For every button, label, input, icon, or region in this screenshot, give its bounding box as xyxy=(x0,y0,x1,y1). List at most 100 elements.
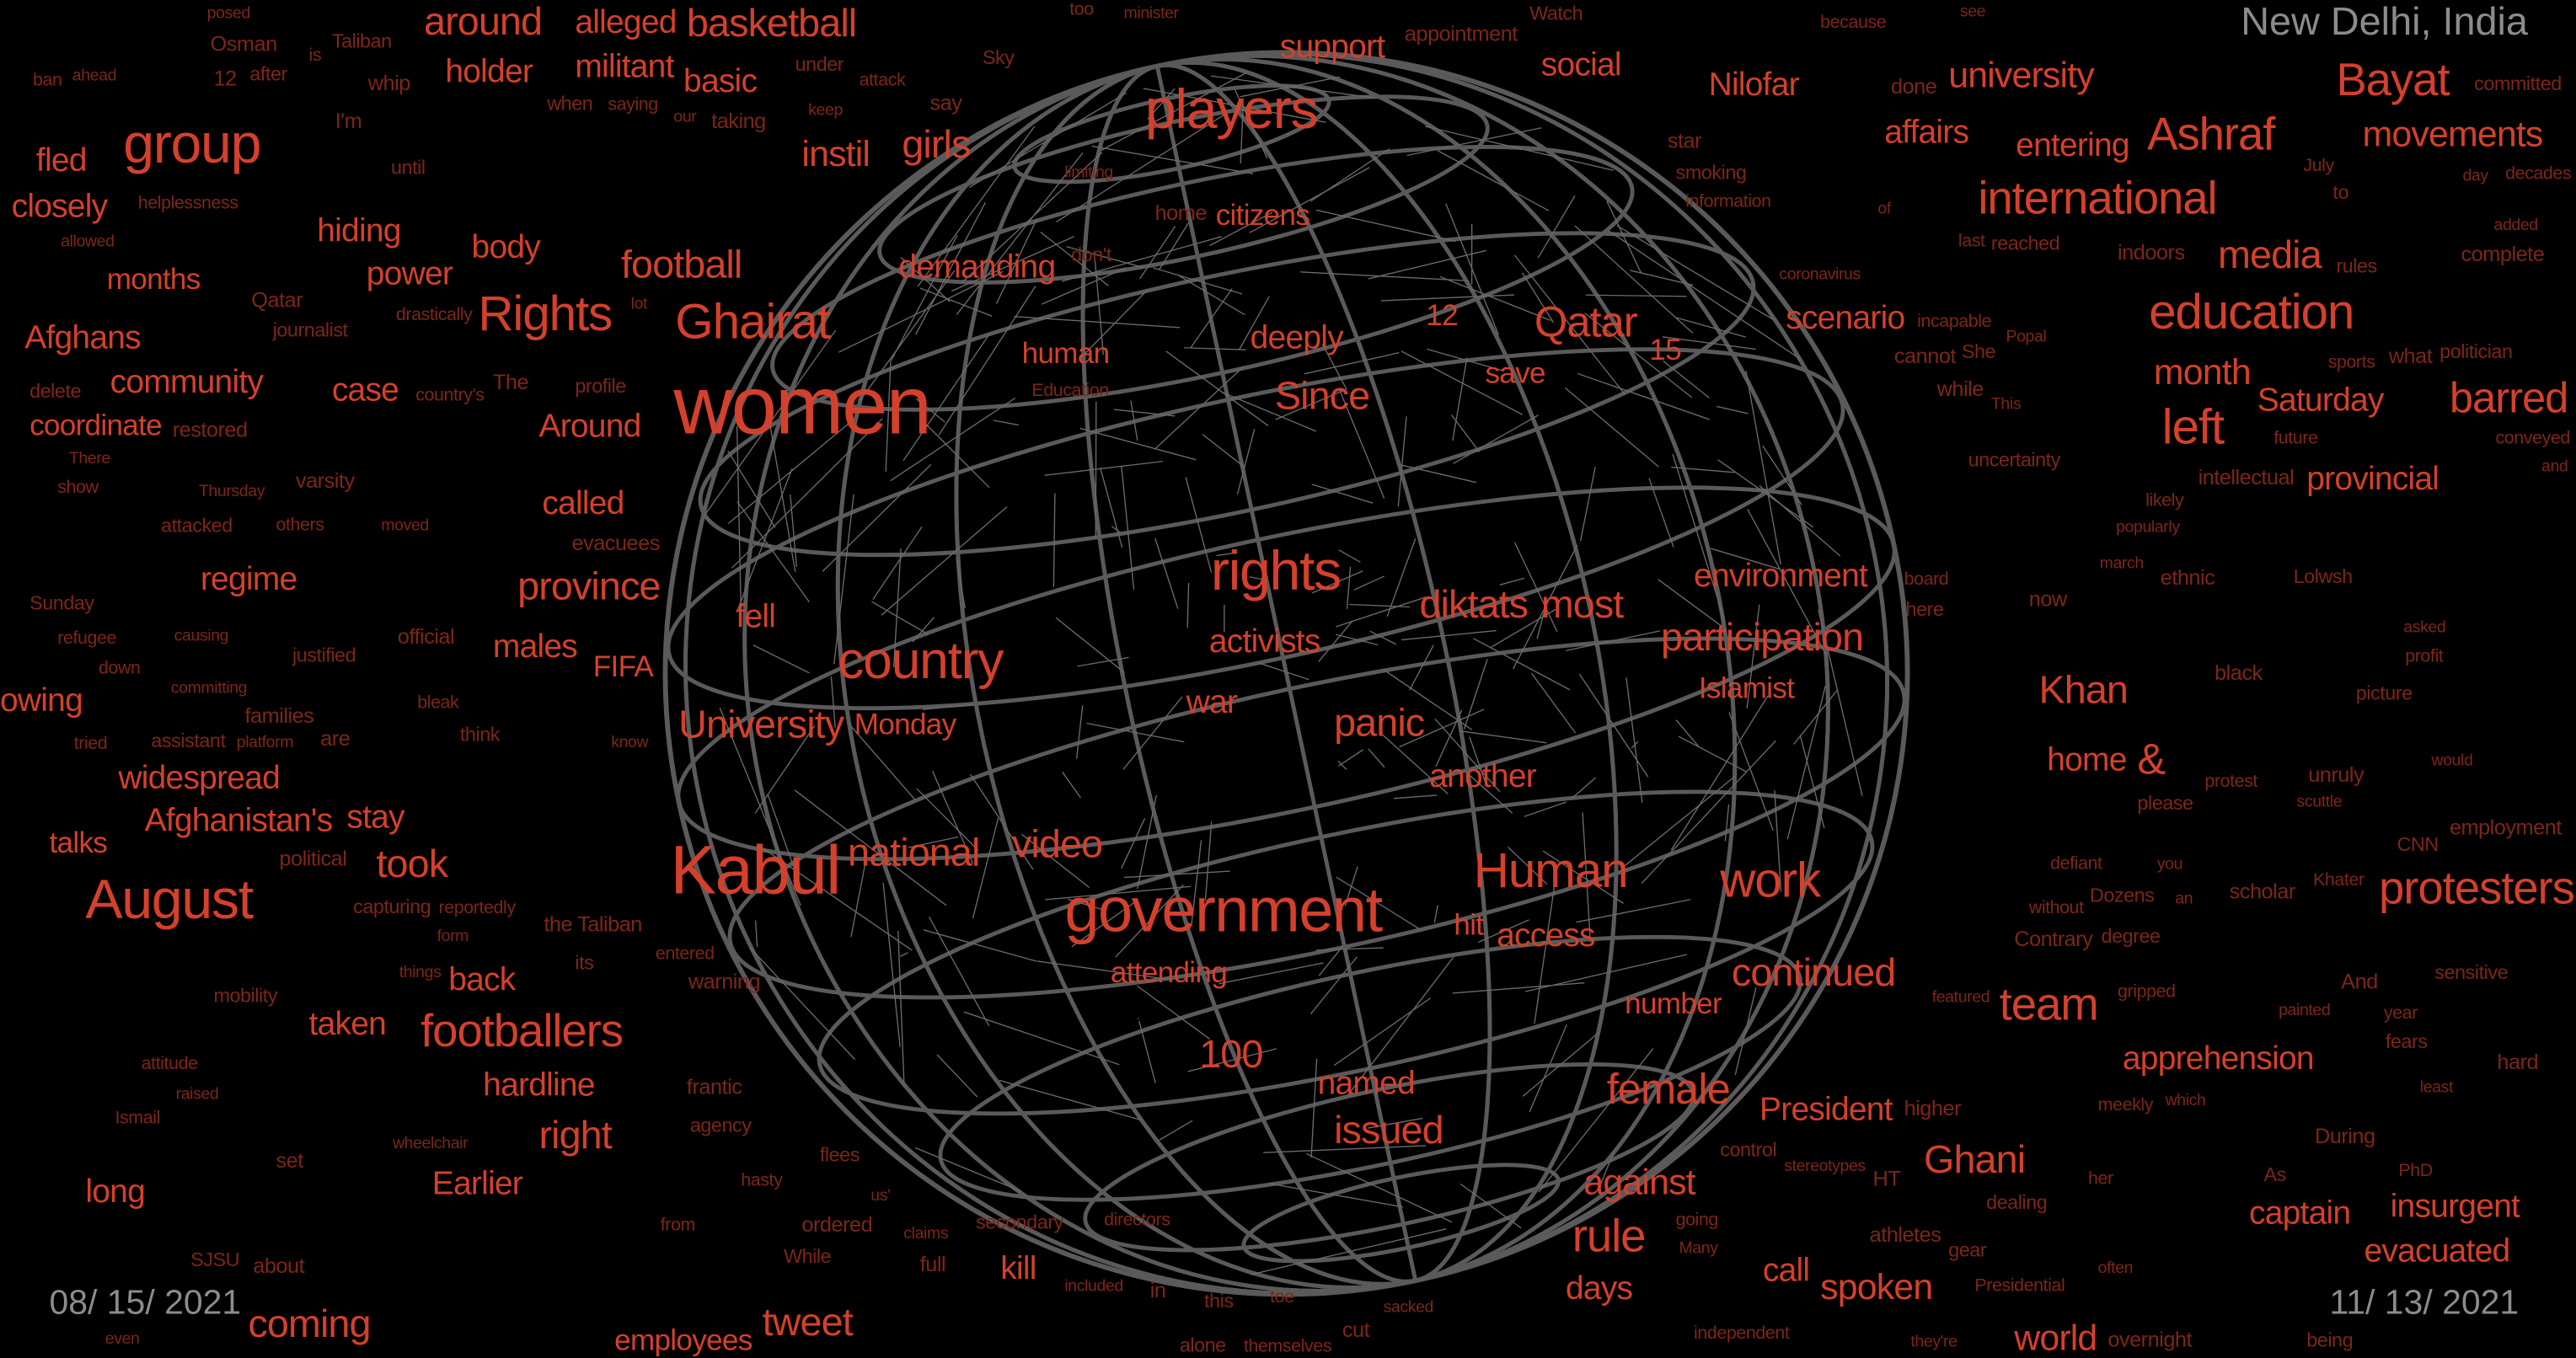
word: Khater xyxy=(2313,870,2364,890)
globe-mesh-line xyxy=(892,548,902,667)
word: & xyxy=(2137,734,2166,783)
word: politician xyxy=(2439,340,2513,363)
word: directors xyxy=(1104,1209,1170,1230)
globe-mesh-line xyxy=(1472,638,1571,691)
word: Qatar xyxy=(1534,297,1638,347)
word: day xyxy=(2462,167,2488,186)
word: Around xyxy=(538,408,641,445)
word: girls xyxy=(902,123,971,168)
globe-mesh-line xyxy=(897,931,905,1086)
word: basketball xyxy=(686,1,857,46)
word: called xyxy=(542,485,624,521)
word: think xyxy=(459,722,501,746)
word: access xyxy=(1497,917,1595,954)
globe-mesh-line xyxy=(1435,709,1463,767)
globe-mesh-line xyxy=(1238,296,1270,350)
globe-parallel xyxy=(1012,83,1331,184)
globe-mesh-line xyxy=(1570,777,1596,800)
globe-mesh-line xyxy=(936,1054,978,1098)
word: journalist xyxy=(272,318,348,342)
globe-mesh-line xyxy=(1401,629,1497,641)
globe-parallel xyxy=(676,485,1897,862)
globe-mesh-line xyxy=(1224,604,1225,633)
word: others xyxy=(276,515,324,535)
word: entering xyxy=(2016,127,2129,163)
word: form xyxy=(436,928,469,946)
word: video xyxy=(1011,822,1103,868)
word: justified xyxy=(292,644,356,667)
globe-mesh-line xyxy=(1670,695,1769,851)
globe-mesh-line xyxy=(916,788,979,851)
word: rule xyxy=(1572,1210,1647,1262)
word: show xyxy=(57,478,99,498)
word: future xyxy=(2273,428,2318,449)
word: support xyxy=(1279,29,1385,66)
globe-mesh-line xyxy=(1263,1145,1427,1153)
globe-mesh-line xyxy=(968,92,1127,189)
word: fled xyxy=(35,142,88,179)
word: regime xyxy=(200,560,297,597)
word: official xyxy=(397,623,455,649)
globe-mesh-line xyxy=(727,450,776,528)
globe-mesh-line xyxy=(1397,416,1407,507)
word: Ghani xyxy=(1923,1138,2026,1183)
globe-mesh-line xyxy=(1251,1228,1447,1275)
word: asked xyxy=(2403,618,2446,638)
globe-mesh-line xyxy=(1275,388,1347,420)
globe-mesh-line xyxy=(900,257,951,302)
word: males xyxy=(492,628,578,665)
globe-parallel xyxy=(666,347,1845,711)
globe-mesh-line xyxy=(1191,840,1202,924)
globe-mesh-line xyxy=(915,202,986,335)
globe-mesh-line xyxy=(1478,919,1529,944)
globe-mesh-line xyxy=(1300,271,1468,281)
word: going xyxy=(1675,1209,1719,1230)
word: while xyxy=(1936,376,1984,401)
globe-mesh-line xyxy=(830,676,836,728)
word: 12 xyxy=(1426,297,1458,331)
globe-mesh-line xyxy=(790,494,798,568)
word: barred xyxy=(2449,372,2568,423)
word: evacuees xyxy=(571,530,660,555)
word: province xyxy=(517,564,661,610)
word: left xyxy=(2161,400,2225,456)
globe-grid xyxy=(662,50,1910,1297)
globe-mesh-line xyxy=(754,920,758,948)
word: CNN xyxy=(2397,832,2439,856)
word: uncertainty xyxy=(1968,448,2061,472)
globe-mesh-line xyxy=(1062,771,1082,799)
word: overnight xyxy=(2107,1327,2193,1352)
globe-mesh-line xyxy=(847,722,916,801)
globe-mesh-line xyxy=(885,360,892,472)
globe-mesh-line xyxy=(1762,445,1802,505)
globe-mesh-line xyxy=(1190,288,1233,349)
globe-mesh-line xyxy=(736,468,793,613)
globe-mesh-line xyxy=(1061,236,1222,282)
globe-mesh-line xyxy=(1724,804,1730,842)
word: profile xyxy=(575,374,626,398)
word: world xyxy=(2014,1317,2097,1358)
word: demanding xyxy=(898,249,1056,286)
word: captain xyxy=(2249,1195,2351,1232)
word: taken xyxy=(308,1006,387,1043)
word: meekly xyxy=(2097,1094,2154,1115)
globe-mesh-line xyxy=(882,882,901,1047)
word: home xyxy=(2047,741,2127,778)
word: international xyxy=(1978,172,2217,224)
globe-mesh-line xyxy=(754,724,816,814)
globe-mesh-line xyxy=(1153,267,1243,295)
word: featured xyxy=(1931,988,1990,1008)
word: toe xyxy=(1270,1286,1294,1307)
start-date-label: 08/ 15/ 2021 xyxy=(49,1284,242,1323)
word: tried xyxy=(73,733,108,753)
globe-mesh-line xyxy=(1759,485,1841,557)
word: community xyxy=(110,364,264,401)
word: citizens xyxy=(1215,197,1310,231)
globe-mesh-line xyxy=(1187,1048,1277,1072)
word: Dozens xyxy=(2089,883,2155,907)
word: warning xyxy=(688,969,761,994)
word: As xyxy=(2263,1163,2287,1186)
word: continued xyxy=(1731,950,1896,996)
globe-mesh-line xyxy=(956,152,1084,315)
